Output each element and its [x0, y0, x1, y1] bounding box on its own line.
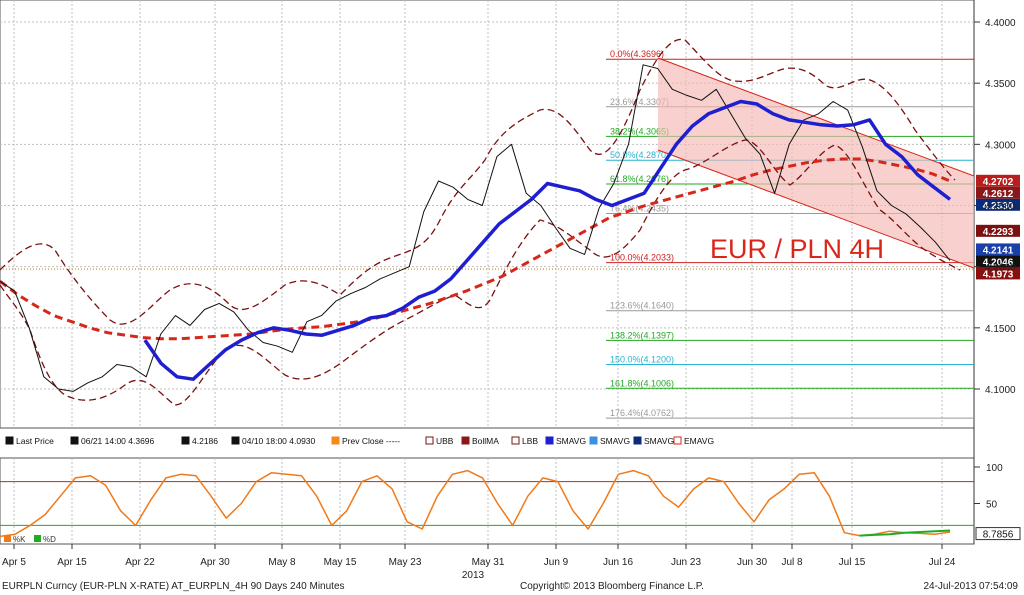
x-tick-label-0: Apr 5 [2, 557, 26, 568]
price-badge-2 [976, 198, 1020, 211]
footer-timestamp: 24-Jul-2013 07:54:09 [923, 581, 1018, 592]
legend-label-4: Prev Close ----- [342, 436, 400, 446]
y-tick-label-3: 4.2500 [985, 202, 1016, 213]
band-icon [511, 436, 520, 445]
stoch-k-line [0, 469, 951, 538]
legend-label-9: SMAVG [600, 436, 630, 446]
price-badge-label-0: 4.2702 [983, 177, 1014, 188]
band-icon [425, 436, 434, 445]
price-badge-label-3: 4.2293 [983, 227, 1014, 238]
x-tick-label-4: May 8 [268, 557, 296, 568]
fib-label-8: 138.2%(4.1397) [610, 330, 674, 340]
square-icon [633, 436, 642, 445]
fib-label-9: 150.0%(4.1200) [610, 355, 674, 365]
stoch-y-tick-label-0: 100 [986, 463, 1003, 474]
legend-label-8: SMAVG [556, 436, 586, 446]
price-badge-4 [976, 243, 1020, 256]
x-tick-label-9: Jun 16 [603, 557, 633, 568]
price-badge-label-1: 4.2612 [983, 189, 1014, 200]
footer-copyright: Copyright© 2013 Bloomberg Finance L.P. [520, 581, 704, 592]
channel-upper-line [657, 57, 975, 177]
stoch-legend-swatch-0 [4, 535, 11, 542]
lower-bollinger-band [0, 139, 961, 406]
price-badge-5 [976, 255, 1020, 268]
fib-label-2: 38.2%(4.3065) [610, 126, 669, 136]
high-marker-icon [70, 436, 79, 445]
x-tick-label-5: May 15 [324, 557, 357, 568]
price-badge-6 [976, 267, 1020, 280]
stoch-badge-label: 8.7856 [983, 530, 1014, 541]
legend-label-2: 4.2186 [192, 436, 218, 446]
x-tick-label-8: Jun 9 [544, 557, 569, 568]
stoch-legend-label-0: %K [13, 535, 26, 544]
legend-label-6: BollMA [472, 436, 499, 446]
price-badge-3 [976, 224, 1020, 237]
fib-label-3: 50.0%(4.2870) [610, 150, 669, 160]
fib-label-6: 100.0%(4.2033) [610, 253, 674, 263]
x-tick-label-11: Jun 30 [737, 557, 767, 568]
upper-bollinger-band [0, 38, 956, 325]
chart-title: EUR / PLN 4H [710, 234, 884, 264]
low-marker-icon [231, 436, 240, 445]
x-tick-label-10: Jun 23 [671, 557, 701, 568]
footer-security-description: EURPLN Curncy (EUR-PLN X-RATE) AT_EURPLN… [2, 581, 345, 592]
year-label: 2013 [462, 570, 485, 580]
last-price-line [0, 64, 951, 392]
stoch-y-tick-label-1: 50 [986, 500, 998, 511]
channel-fill [658, 58, 974, 268]
stoch-legend-label-1: %D [43, 535, 56, 544]
smavg-line [143, 99, 952, 381]
x-tick-label-6: May 23 [389, 557, 422, 568]
legend-label-1: 06/21 14:00 4.3696 [81, 436, 155, 446]
price-badge-label-4: 4.2141 [983, 245, 1014, 256]
x-tick-label-14: Jul 24 [929, 557, 956, 568]
y-tick-label-0: 4.4000 [985, 18, 1016, 29]
legend-strip [0, 430, 974, 452]
stoch-badge [975, 527, 1021, 541]
y-tick-label-2: 4.3000 [985, 140, 1016, 151]
square-icon [461, 436, 470, 445]
legend-label-0: Last Price [16, 436, 54, 446]
y-tick-label-6: 4.1000 [985, 385, 1016, 396]
legend-label-3: 04/10 18:00 4.0930 [242, 436, 316, 446]
square-icon [5, 436, 14, 445]
price-badge-0 [976, 174, 1020, 187]
fib-label-1: 23.6%(4.3307) [610, 97, 669, 107]
legend-label-5: UBB [436, 436, 454, 446]
square-icon [331, 436, 340, 445]
price-badge-label-6: 4.1973 [983, 269, 1014, 280]
band-icon [673, 436, 682, 445]
stoch-legend-swatch-1 [34, 535, 41, 542]
stoch-d-line [859, 529, 951, 537]
x-tick-label-13: Jul 15 [839, 557, 866, 568]
stoch-panel [0, 457, 975, 545]
y-tick-label-5: 4.1500 [985, 324, 1016, 335]
channel-lower-line [657, 149, 975, 269]
legend-label-11: EMAVG [684, 436, 714, 446]
fib-label-10: 161.8%(4.1006) [610, 378, 674, 388]
square-icon [545, 436, 554, 445]
y-tick-label-1: 4.3500 [985, 79, 1016, 90]
y-tick-label-4: 4.2000 [985, 263, 1016, 274]
plus-marker-icon [181, 436, 190, 445]
fib-label-11: 176.4%(4.0762) [610, 408, 674, 418]
emavg-line [0, 157, 951, 341]
chart-canvas: 0.0%(4.3696) 23.6%(4.3307) 38.2%(4.3065) 50… [0, 0, 1021, 580]
main-panel [0, 0, 975, 429]
price-badge-1 [976, 186, 1020, 199]
x-tick-label-1: Apr 15 [57, 557, 87, 568]
x-tick-label-3: Apr 30 [200, 557, 230, 568]
fib-label-0: 0.0%(4.3696) [610, 49, 664, 59]
x-tick-label-7: May 31 [472, 557, 505, 568]
fib-label-4: 61.8%(4.2676) [610, 174, 669, 184]
square-icon [589, 436, 598, 445]
legend-label-10: SMAVG [644, 436, 674, 446]
price-badge-label-5: 4.2046 [983, 257, 1014, 268]
x-tick-label-12: Jul 8 [781, 557, 803, 568]
x-tick-label-2: Apr 22 [125, 557, 155, 568]
fib-label-7: 123.6%(4.1640) [610, 301, 674, 311]
price-badge-label-2: 4.2530 [983, 201, 1014, 212]
legend-label-7: LBB [522, 436, 538, 446]
